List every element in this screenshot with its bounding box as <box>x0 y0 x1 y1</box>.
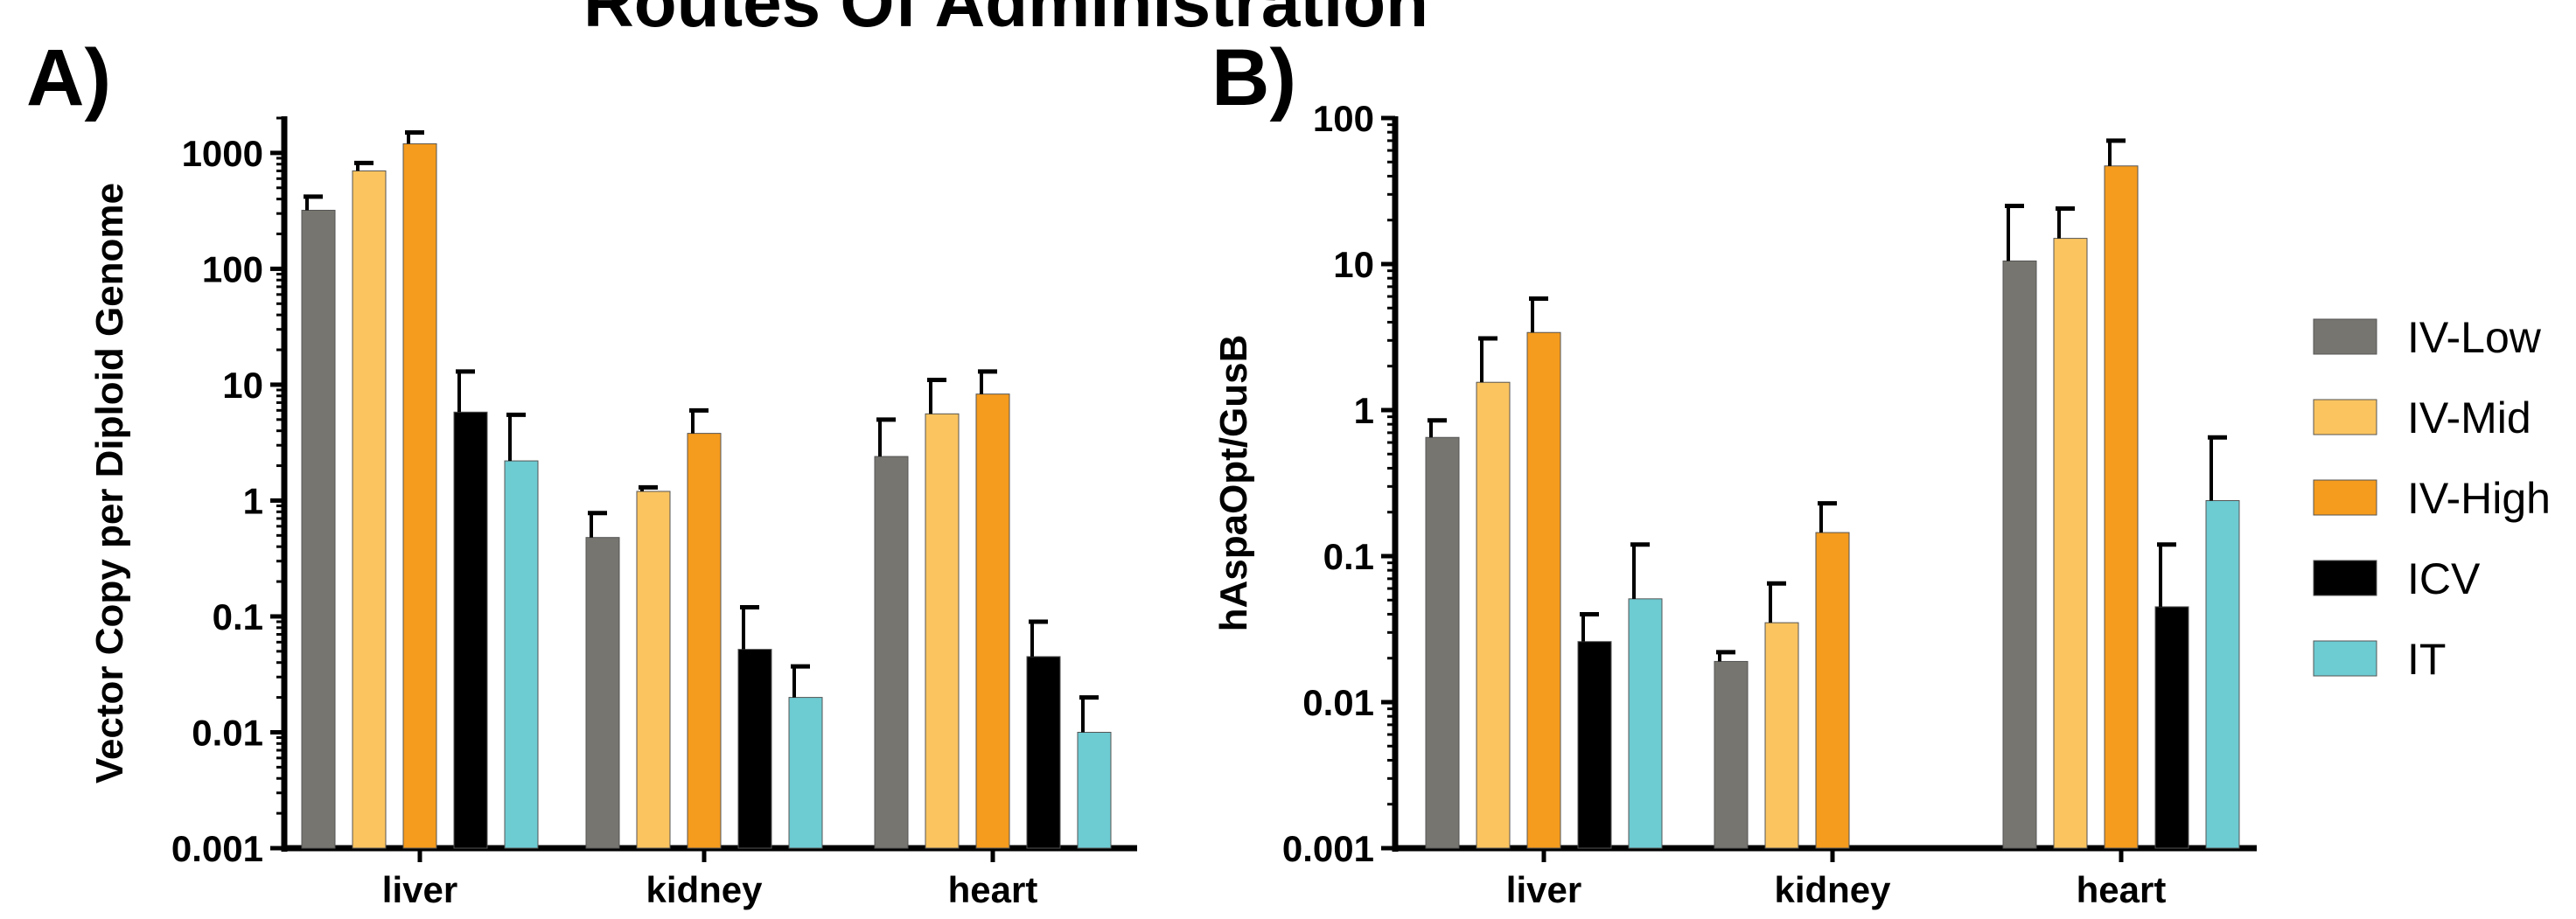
panel-label: A) <box>26 33 111 122</box>
bar-iv-mid-liver <box>352 170 387 849</box>
legend-swatch-icv <box>2313 560 2377 596</box>
bar-iv-low-heart <box>2002 260 2037 849</box>
bar-iv-high-heart <box>2104 165 2139 849</box>
bar-iv-high-heart <box>975 393 1010 849</box>
bar-icv-heart <box>1026 656 1061 849</box>
bar-iv-mid-kidney <box>636 491 671 849</box>
legend-swatch-iv-mid <box>2313 399 2377 435</box>
bar-icv-heart <box>2154 606 2189 849</box>
y-tick-label: 0.1 <box>213 596 263 637</box>
bar-it-liver <box>1628 598 1663 849</box>
bar-icv-liver <box>453 411 488 849</box>
y-tick-label: 0.001 <box>171 828 263 869</box>
bar-iv-mid-heart <box>2053 238 2088 849</box>
bar-icv-kidney <box>737 649 772 849</box>
y-tick-label: 0.1 <box>1323 536 1374 577</box>
legend-swatch-iv-low <box>2313 318 2377 355</box>
legend-label-iv-low: IV-Low <box>2407 313 2542 362</box>
legend-swatch-iv-high <box>2313 479 2377 516</box>
y-tick-label: 100 <box>1313 98 1374 139</box>
legend: IV-Low IV-Mid IV-High ICV IT <box>2313 313 2551 684</box>
bar-icv-liver <box>1577 641 1612 849</box>
x-tick-label-kidney: kidney <box>1774 869 1891 910</box>
legend-swatch-it <box>2313 640 2377 677</box>
bar-iv-mid-heart <box>925 413 960 849</box>
y-tick-label: 0.001 <box>1282 828 1374 869</box>
bar-iv-low-liver <box>301 209 336 849</box>
legend-label-it: IT <box>2407 635 2446 684</box>
panel-label: B) <box>1211 33 1296 122</box>
bar-iv-mid-kidney <box>1764 622 1799 849</box>
legend-label-iv-mid: IV-Mid <box>2407 393 2531 442</box>
panel-a-chart: A) Vector Copy per Diploid Genome 0.001 0.0… <box>26 33 1137 910</box>
bar-iv-high-kidney <box>1815 532 1850 849</box>
x-tick-label-heart: heart <box>2077 869 2167 910</box>
bar-iv-high-kidney <box>687 433 722 849</box>
y-tick-label: 1 <box>243 480 263 521</box>
bar-iv-low-kidney <box>1714 660 1749 849</box>
figure-title: Routes Of Administration <box>583 0 1428 41</box>
legend-label-iv-high: IV-High <box>2407 474 2551 523</box>
y-tick-label: 100 <box>202 248 263 289</box>
y-tick-label: 0.01 <box>192 712 263 753</box>
bar-it-heart <box>1077 731 1112 849</box>
bar-iv-high-liver <box>402 143 437 849</box>
y-tick-label: 1 <box>1354 390 1374 431</box>
y-axis-label: Vector Copy per Diploid Genome <box>88 183 131 783</box>
x-tick-label-kidney: kidney <box>646 869 763 910</box>
legend-label-icv: ICV <box>2407 554 2481 603</box>
bar-it-kidney <box>788 697 823 849</box>
bar-it-liver <box>504 460 539 849</box>
bar-iv-high-liver <box>1526 331 1561 849</box>
panel-b-chart: B) hAspaOpt/GusB 0.001 0.01 0.1 1 10 100 liver ki… <box>1211 33 2257 910</box>
y-tick-label: 1000 <box>182 133 263 174</box>
y-tick-label: 10 <box>222 365 263 406</box>
bar-iv-low-liver <box>1425 436 1460 849</box>
x-tick-label-liver: liver <box>382 869 457 910</box>
y-tick-label: 10 <box>1333 244 1374 285</box>
y-tick-label: 0.01 <box>1302 682 1374 723</box>
bar-iv-mid-liver <box>1476 381 1511 849</box>
bar-iv-low-heart <box>874 456 909 849</box>
x-tick-label-heart: heart <box>948 869 1038 910</box>
bar-it-heart <box>2205 500 2240 849</box>
x-tick-label-liver: liver <box>1506 869 1581 910</box>
y-axis-label: hAspaOpt/GusB <box>1212 335 1255 632</box>
bar-iv-low-kidney <box>585 537 620 849</box>
